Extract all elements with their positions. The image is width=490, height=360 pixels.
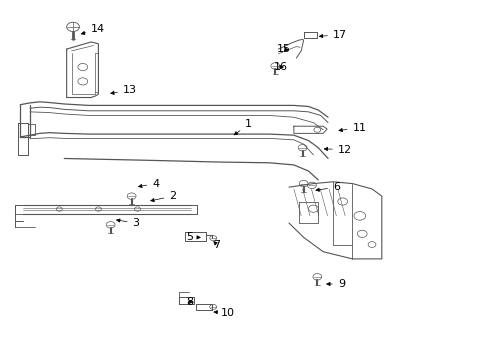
Text: 9: 9 [327, 279, 345, 289]
Text: 3: 3 [117, 218, 140, 228]
Text: 10: 10 [214, 308, 235, 318]
Text: 8: 8 [186, 297, 194, 307]
Text: 5: 5 [186, 232, 200, 242]
Text: 17: 17 [319, 30, 347, 40]
Text: 14: 14 [81, 24, 105, 35]
Text: 11: 11 [339, 123, 367, 133]
Text: 4: 4 [139, 179, 159, 189]
Text: 15: 15 [277, 44, 291, 54]
Text: 6: 6 [316, 182, 340, 192]
Text: 13: 13 [111, 85, 137, 95]
Text: 1: 1 [234, 120, 252, 135]
Text: 12: 12 [324, 144, 352, 154]
Text: 7: 7 [213, 239, 220, 249]
Text: 16: 16 [274, 62, 288, 72]
Text: 2: 2 [151, 191, 176, 202]
